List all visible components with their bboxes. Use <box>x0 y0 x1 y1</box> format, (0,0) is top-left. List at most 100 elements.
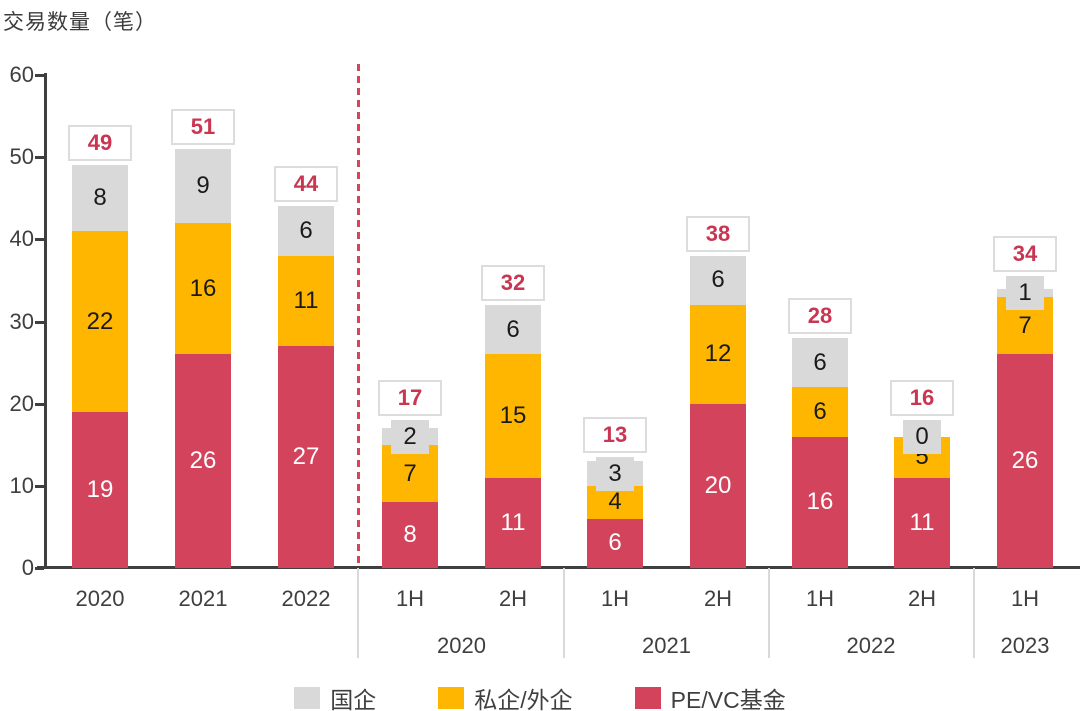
legend-label-pevc: PE/VC基金 <box>670 687 786 711</box>
legend-item-private: 私企/外企 <box>438 681 573 711</box>
y-tick-label: 0 <box>21 555 34 580</box>
segment-value-label: 15 <box>499 401 527 429</box>
y-tick-label: 60 <box>9 62 34 87</box>
segment-value-label: 8 <box>403 521 417 549</box>
bar-segment-soe <box>278 206 334 256</box>
bar-segment-pevc <box>690 403 746 568</box>
total-value-box: 49 <box>68 125 132 162</box>
segment-value-label: 27 <box>292 443 320 471</box>
legend-label-soe: 国企 <box>330 687 377 711</box>
bar-segment-pevc <box>382 502 438 568</box>
bar-segment-pevc <box>278 346 334 568</box>
period-divider-line <box>356 64 360 568</box>
group-separator <box>972 568 975 658</box>
y-tick <box>35 74 44 77</box>
bar-segment-soe <box>175 148 231 223</box>
bar-segment-soe <box>485 305 541 355</box>
category-label: 2022 <box>281 586 331 611</box>
y-tick-label: 20 <box>9 390 34 416</box>
bar-segment-pevc <box>997 354 1053 568</box>
segment-value-label: 4 <box>608 488 622 516</box>
y-tick <box>35 402 44 406</box>
pevc-swatch-icon <box>634 687 661 709</box>
segment-value-label: 11 <box>500 508 526 536</box>
segment-value-label: 22 <box>86 307 114 335</box>
x-axis-line <box>37 566 1080 569</box>
segment-value-label: 8 <box>93 184 107 212</box>
chart-title: 交易数量（笔） <box>3 11 157 34</box>
category-label: 1H <box>805 586 835 611</box>
bar-segment-pevc <box>72 411 128 568</box>
y-tick <box>35 484 44 488</box>
segment-value-label: 11 <box>909 508 935 536</box>
y-tick <box>35 320 44 324</box>
segment-value-label: 6 <box>813 348 827 376</box>
total-value-box: 28 <box>788 297 852 334</box>
group-label: 2022 <box>846 633 896 658</box>
group-label: 2020 <box>437 633 486 658</box>
soe-value-patch: 1 <box>1006 275 1044 310</box>
segment-value-label: 20 <box>704 471 732 499</box>
legend-item-pevc: PE/VC基金 <box>634 681 786 711</box>
bar-segment-private <box>72 231 128 412</box>
segment-value-label: 7 <box>403 459 417 487</box>
category-label: 1H <box>600 586 630 611</box>
segment-value-label: 6 <box>608 529 622 557</box>
group-label: 2021 <box>642 633 691 658</box>
segment-value-label: 11 <box>293 286 319 314</box>
total-value-box: 34 <box>993 235 1057 272</box>
category-label: 2H <box>498 586 528 611</box>
bar-segment-private <box>792 387 848 437</box>
bar-segment-pevc <box>894 477 950 568</box>
legend: 国企 私企/外企 PE/VC基金 <box>0 681 1080 711</box>
bar-segment-private <box>587 485 643 519</box>
group-label: 2023 <box>1000 633 1050 658</box>
segment-value-label: 19 <box>86 475 114 503</box>
segment-value-label: 7 <box>1018 311 1032 339</box>
category-label: 2021 <box>178 586 228 611</box>
total-value-box: 38 <box>686 215 750 252</box>
segment-value-label: 6 <box>299 217 313 245</box>
y-tick <box>35 238 44 242</box>
legend-label-private: 私企/外企 <box>474 687 573 711</box>
total-value-box: 44 <box>274 166 338 203</box>
category-label: 2020 <box>75 586 125 611</box>
group-separator <box>768 568 770 658</box>
category-label: 1H <box>395 586 425 611</box>
total-value-box: 17 <box>378 379 442 416</box>
total-value-box: 32 <box>481 265 545 302</box>
segment-value-label: 6 <box>711 266 725 294</box>
segment-value-label: 26 <box>189 447 217 475</box>
segment-value-label: 16 <box>806 488 834 516</box>
bar-segment-soe <box>690 255 746 306</box>
total-value-box: 16 <box>890 379 954 416</box>
segment-value-label: 6 <box>506 315 520 343</box>
category-label: 1H <box>1010 586 1040 611</box>
bar-segment-private <box>485 354 541 478</box>
group-separator <box>357 568 359 658</box>
bar-segment-soe <box>72 165 128 232</box>
total-value-box: 13 <box>583 416 647 453</box>
segment-value-label: 6 <box>813 397 827 425</box>
y-tick-label: 50 <box>9 144 34 170</box>
soe-swatch-icon <box>294 687 321 709</box>
category-label: 2H <box>907 586 937 611</box>
legend-item-soe: 国企 <box>294 681 376 711</box>
y-axis-line <box>44 73 47 569</box>
bar-segment-private <box>278 255 334 347</box>
y-tick <box>35 156 44 160</box>
private-swatch-icon <box>438 687 465 709</box>
y-tick-label: 10 <box>9 472 34 498</box>
bar-segment-private <box>382 444 438 503</box>
total-value-box: 51 <box>171 108 235 145</box>
bar-segment-pevc <box>587 518 643 568</box>
soe-value-patch: 2 <box>391 419 429 454</box>
segment-value-label: 26 <box>1011 447 1039 475</box>
y-tick-label: 40 <box>9 226 34 252</box>
group-separator <box>563 568 565 658</box>
y-tick-label: 30 <box>9 308 34 334</box>
category-label: 2H <box>703 586 733 611</box>
bar-segment-pevc <box>175 354 231 568</box>
bar-segment-private <box>175 222 231 355</box>
